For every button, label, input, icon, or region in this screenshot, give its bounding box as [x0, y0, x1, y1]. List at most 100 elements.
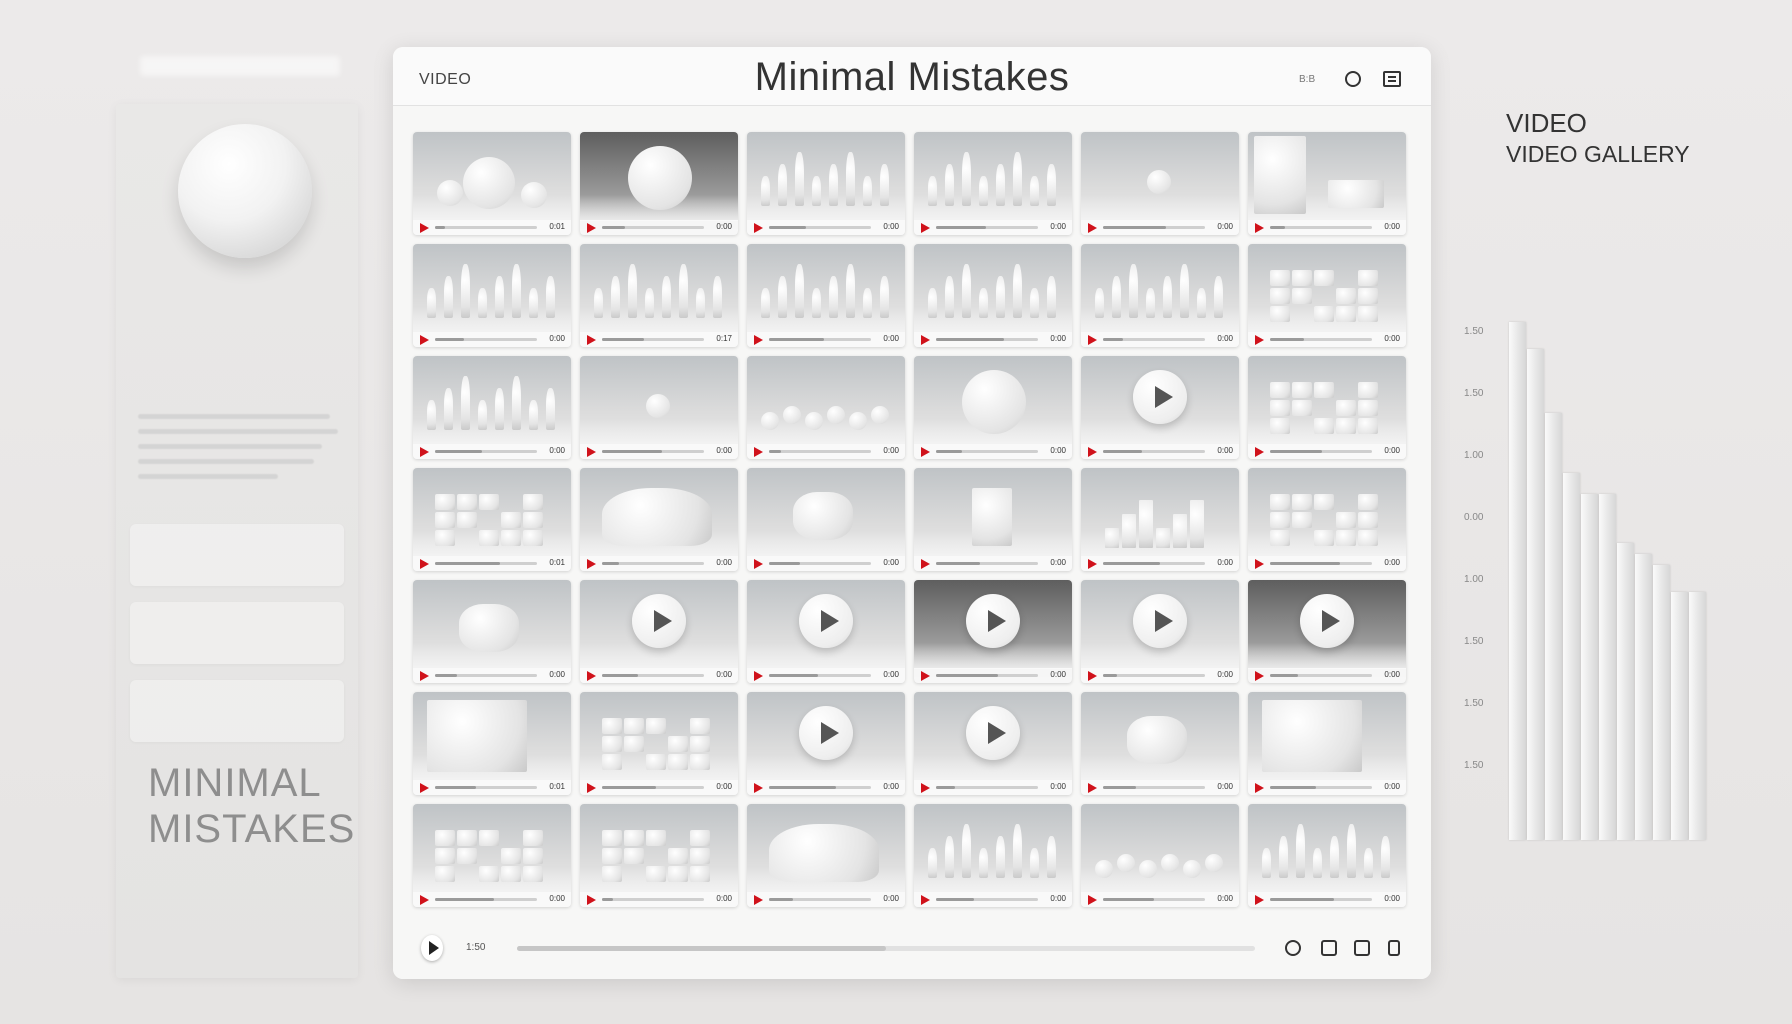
mini-progress-bar[interactable]: [435, 898, 537, 901]
chat-icon[interactable]: [1354, 940, 1370, 956]
video-thumbnail[interactable]: 0:01: [413, 692, 571, 795]
red-play-icon[interactable]: [1088, 335, 1097, 345]
red-play-icon[interactable]: [921, 783, 930, 793]
mini-progress-bar[interactable]: [1270, 562, 1372, 565]
mini-progress-bar[interactable]: [1270, 674, 1372, 677]
video-thumbnail[interactable]: 0:00: [1081, 244, 1239, 347]
mini-progress-bar[interactable]: [769, 450, 871, 453]
video-thumbnail[interactable]: 0:00: [413, 804, 571, 907]
red-play-icon[interactable]: [420, 671, 429, 681]
red-play-icon[interactable]: [921, 335, 930, 345]
like-icon[interactable]: [1321, 940, 1337, 956]
red-play-icon[interactable]: [754, 671, 763, 681]
mini-progress-bar[interactable]: [769, 674, 871, 677]
red-play-icon[interactable]: [921, 895, 930, 905]
video-thumbnail[interactable]: 0:00: [1248, 132, 1406, 235]
mini-progress-bar[interactable]: [435, 226, 537, 229]
mini-progress-bar[interactable]: [435, 562, 537, 565]
mini-progress-bar[interactable]: [602, 786, 704, 789]
video-thumbnail[interactable]: 0:00: [914, 804, 1072, 907]
video-thumbnail[interactable]: 0:00: [413, 580, 571, 683]
mini-progress-bar[interactable]: [1270, 450, 1372, 453]
red-play-icon[interactable]: [587, 223, 596, 233]
mini-progress-bar[interactable]: [1103, 338, 1205, 341]
red-play-icon[interactable]: [587, 559, 596, 569]
red-play-icon[interactable]: [587, 671, 596, 681]
search-icon[interactable]: [1345, 71, 1361, 87]
play-overlay-icon[interactable]: [1300, 594, 1354, 649]
video-thumbnail[interactable]: 0:00: [580, 356, 738, 459]
red-play-icon[interactable]: [587, 895, 596, 905]
video-thumbnail[interactable]: 0:01: [413, 132, 571, 235]
mini-progress-bar[interactable]: [936, 338, 1038, 341]
mini-progress-bar[interactable]: [769, 786, 871, 789]
red-play-icon[interactable]: [921, 447, 930, 457]
fullscreen-icon[interactable]: [1388, 940, 1400, 956]
mini-progress-bar[interactable]: [936, 674, 1038, 677]
mini-progress-bar[interactable]: [1270, 898, 1372, 901]
mini-progress-bar[interactable]: [1270, 786, 1372, 789]
mini-progress-bar[interactable]: [769, 226, 871, 229]
red-play-icon[interactable]: [420, 895, 429, 905]
play-overlay-icon[interactable]: [966, 706, 1020, 761]
play-overlay-icon[interactable]: [799, 706, 853, 761]
video-thumbnail[interactable]: 0:00: [747, 356, 905, 459]
red-play-icon[interactable]: [587, 447, 596, 457]
video-thumbnail[interactable]: 0:00: [1248, 580, 1406, 683]
red-play-icon[interactable]: [420, 447, 429, 457]
mini-progress-bar[interactable]: [936, 898, 1038, 901]
video-thumbnail[interactable]: 0:00: [580, 804, 738, 907]
play-overlay-icon[interactable]: [966, 594, 1020, 649]
side-card[interactable]: [130, 602, 344, 664]
mini-progress-bar[interactable]: [602, 898, 704, 901]
video-thumbnail[interactable]: 0:00: [1081, 468, 1239, 571]
video-thumbnail[interactable]: 0:00: [914, 580, 1072, 683]
mini-progress-bar[interactable]: [1103, 674, 1205, 677]
red-play-icon[interactable]: [921, 671, 930, 681]
red-play-icon[interactable]: [587, 783, 596, 793]
red-play-icon[interactable]: [420, 783, 429, 793]
video-thumbnail[interactable]: 0:00: [1248, 356, 1406, 459]
red-play-icon[interactable]: [1255, 895, 1264, 905]
mini-progress-bar[interactable]: [1270, 338, 1372, 341]
video-thumbnail[interactable]: 0:00: [1248, 244, 1406, 347]
red-play-icon[interactable]: [1088, 895, 1097, 905]
video-thumbnail[interactable]: 0:00: [1081, 132, 1239, 235]
mini-progress-bar[interactable]: [769, 338, 871, 341]
video-thumbnail[interactable]: 0:00: [1081, 804, 1239, 907]
video-thumbnail[interactable]: 0:00: [580, 132, 738, 235]
red-play-icon[interactable]: [1255, 671, 1264, 681]
video-thumbnail[interactable]: 0:00: [747, 580, 905, 683]
video-thumbnail[interactable]: 0:00: [580, 692, 738, 795]
video-thumbnail[interactable]: 0:00: [914, 692, 1072, 795]
mini-progress-bar[interactable]: [936, 562, 1038, 565]
video-thumbnail[interactable]: 0:00: [914, 356, 1072, 459]
mini-progress-bar[interactable]: [435, 786, 537, 789]
play-overlay-icon[interactable]: [1133, 594, 1187, 649]
video-thumbnail[interactable]: 0:00: [914, 244, 1072, 347]
red-play-icon[interactable]: [420, 223, 429, 233]
video-thumbnail[interactable]: 0:01: [413, 468, 571, 571]
red-play-icon[interactable]: [1255, 783, 1264, 793]
mini-progress-bar[interactable]: [936, 786, 1038, 789]
mini-progress-bar[interactable]: [936, 226, 1038, 229]
mini-progress-bar[interactable]: [602, 226, 704, 229]
mini-progress-bar[interactable]: [1103, 786, 1205, 789]
video-thumbnail[interactable]: 0:00: [914, 468, 1072, 571]
mini-progress-bar[interactable]: [435, 674, 537, 677]
play-button[interactable]: [421, 935, 443, 961]
red-play-icon[interactable]: [420, 559, 429, 569]
play-overlay-icon[interactable]: [1133, 370, 1187, 425]
side-card[interactable]: [130, 680, 344, 742]
mini-progress-bar[interactable]: [1270, 226, 1372, 229]
mini-progress-bar[interactable]: [1103, 562, 1205, 565]
red-play-icon[interactable]: [754, 895, 763, 905]
red-play-icon[interactable]: [1255, 447, 1264, 457]
video-thumbnail[interactable]: 0:00: [1081, 356, 1239, 459]
mini-progress-bar[interactable]: [435, 338, 537, 341]
video-thumbnail[interactable]: 0:00: [747, 468, 905, 571]
red-play-icon[interactable]: [1088, 671, 1097, 681]
video-thumbnail[interactable]: 0:00: [580, 580, 738, 683]
side-card[interactable]: [130, 524, 344, 586]
volume-icon[interactable]: [1285, 940, 1301, 956]
